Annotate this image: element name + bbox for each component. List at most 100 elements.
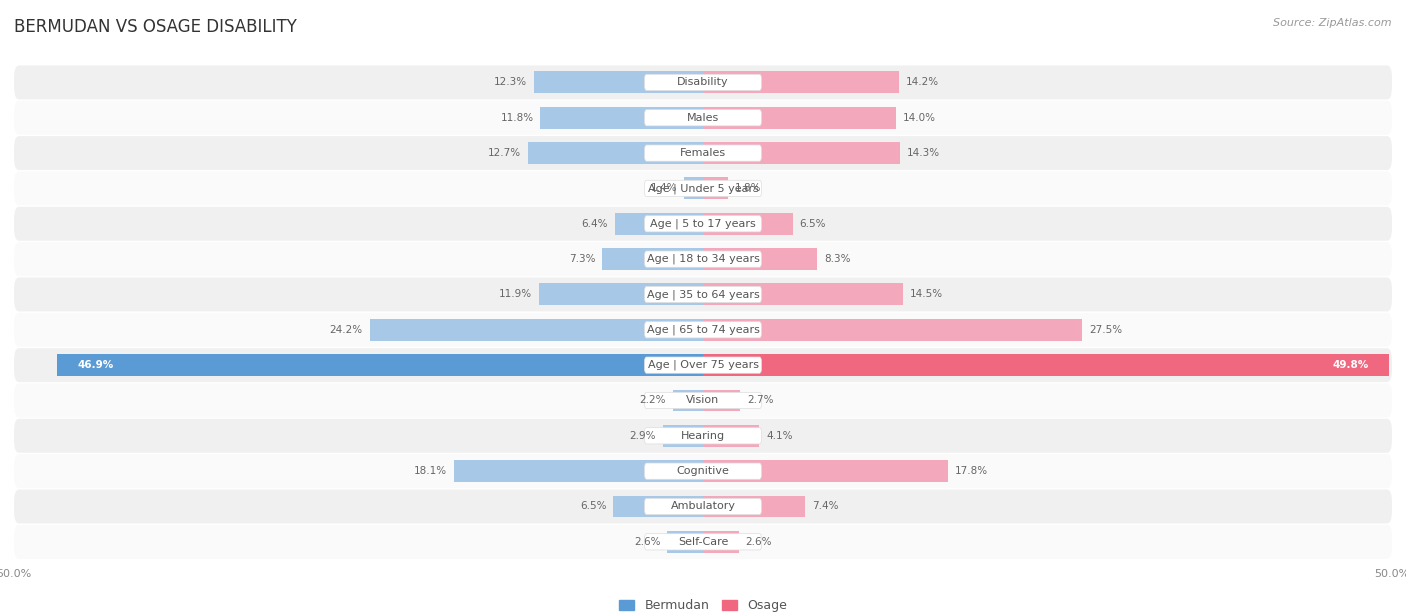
Text: Source: ZipAtlas.com: Source: ZipAtlas.com (1274, 18, 1392, 28)
FancyBboxPatch shape (644, 215, 762, 232)
FancyBboxPatch shape (14, 65, 1392, 99)
Legend: Bermudan, Osage: Bermudan, Osage (614, 594, 792, 612)
FancyBboxPatch shape (644, 498, 762, 515)
Text: Ambulatory: Ambulatory (671, 501, 735, 512)
FancyBboxPatch shape (14, 207, 1392, 241)
Text: Hearing: Hearing (681, 431, 725, 441)
FancyBboxPatch shape (14, 348, 1392, 382)
Bar (529, 142, 703, 164)
FancyBboxPatch shape (644, 392, 762, 409)
Bar (56, 354, 703, 376)
Text: 14.0%: 14.0% (903, 113, 936, 123)
Text: Age | Under 5 years: Age | Under 5 years (648, 183, 758, 193)
Text: 14.3%: 14.3% (907, 148, 941, 158)
Text: Age | 18 to 34 years: Age | 18 to 34 years (647, 254, 759, 264)
FancyBboxPatch shape (14, 136, 1392, 170)
Text: Females: Females (681, 148, 725, 158)
Text: Vision: Vision (686, 395, 720, 406)
FancyBboxPatch shape (644, 286, 762, 302)
Text: 6.4%: 6.4% (582, 218, 607, 229)
Text: 6.5%: 6.5% (581, 501, 606, 512)
FancyBboxPatch shape (644, 463, 762, 479)
Text: Cognitive: Cognitive (676, 466, 730, 476)
Text: 2.7%: 2.7% (747, 395, 773, 406)
Text: 24.2%: 24.2% (329, 325, 363, 335)
Bar (703, 425, 759, 447)
Bar (703, 177, 728, 200)
Text: Age | 5 to 17 years: Age | 5 to 17 years (650, 218, 756, 229)
Text: Self-Care: Self-Care (678, 537, 728, 547)
FancyBboxPatch shape (644, 251, 762, 267)
Text: 18.1%: 18.1% (413, 466, 447, 476)
FancyBboxPatch shape (644, 428, 762, 444)
Text: 2.6%: 2.6% (634, 537, 661, 547)
Text: 1.4%: 1.4% (651, 184, 676, 193)
Bar (538, 283, 703, 305)
FancyBboxPatch shape (14, 277, 1392, 312)
Bar (454, 460, 703, 482)
Bar (703, 142, 900, 164)
Text: 6.5%: 6.5% (800, 218, 825, 229)
Bar (672, 389, 703, 411)
Bar (540, 106, 703, 129)
Text: BERMUDAN VS OSAGE DISABILITY: BERMUDAN VS OSAGE DISABILITY (14, 18, 297, 36)
Bar (614, 213, 703, 235)
Bar (664, 425, 703, 447)
FancyBboxPatch shape (14, 490, 1392, 523)
Bar (703, 248, 817, 270)
FancyBboxPatch shape (644, 145, 762, 161)
Bar (703, 283, 903, 305)
FancyBboxPatch shape (14, 313, 1392, 347)
Bar (703, 389, 740, 411)
Text: 46.9%: 46.9% (77, 360, 114, 370)
FancyBboxPatch shape (14, 454, 1392, 488)
Bar (703, 106, 896, 129)
Text: 12.7%: 12.7% (488, 148, 522, 158)
Text: 14.5%: 14.5% (910, 289, 943, 299)
Text: 11.8%: 11.8% (501, 113, 533, 123)
Text: 17.8%: 17.8% (955, 466, 988, 476)
Text: 27.5%: 27.5% (1088, 325, 1122, 335)
Bar (703, 496, 806, 518)
FancyBboxPatch shape (14, 242, 1392, 276)
Text: 8.3%: 8.3% (824, 254, 851, 264)
Text: 12.3%: 12.3% (494, 77, 527, 88)
Bar (533, 72, 703, 94)
Bar (683, 177, 703, 200)
Text: 4.1%: 4.1% (766, 431, 793, 441)
Bar (613, 496, 703, 518)
FancyBboxPatch shape (644, 74, 762, 91)
Text: 7.4%: 7.4% (811, 501, 838, 512)
Text: Age | 35 to 64 years: Age | 35 to 64 years (647, 289, 759, 300)
Text: Males: Males (688, 113, 718, 123)
FancyBboxPatch shape (644, 110, 762, 126)
Bar (370, 319, 703, 341)
Text: Disability: Disability (678, 77, 728, 88)
FancyBboxPatch shape (14, 384, 1392, 417)
Text: 2.2%: 2.2% (640, 395, 666, 406)
FancyBboxPatch shape (644, 534, 762, 550)
Text: 14.2%: 14.2% (905, 77, 939, 88)
Bar (703, 460, 948, 482)
FancyBboxPatch shape (644, 181, 762, 196)
Text: 2.6%: 2.6% (745, 537, 772, 547)
FancyBboxPatch shape (644, 357, 762, 373)
FancyBboxPatch shape (14, 101, 1392, 135)
FancyBboxPatch shape (14, 525, 1392, 559)
FancyBboxPatch shape (14, 171, 1392, 206)
Bar (703, 319, 1083, 341)
Bar (703, 354, 1389, 376)
Text: 2.9%: 2.9% (630, 431, 657, 441)
Text: 49.8%: 49.8% (1333, 360, 1368, 370)
Text: 1.8%: 1.8% (735, 184, 761, 193)
FancyBboxPatch shape (644, 322, 762, 338)
Bar (668, 531, 703, 553)
Text: 11.9%: 11.9% (499, 289, 531, 299)
Bar (602, 248, 703, 270)
Bar (703, 213, 793, 235)
Text: 7.3%: 7.3% (569, 254, 596, 264)
Bar (703, 72, 898, 94)
Text: Age | Over 75 years: Age | Over 75 years (648, 360, 758, 370)
FancyBboxPatch shape (14, 419, 1392, 453)
Bar (703, 531, 738, 553)
